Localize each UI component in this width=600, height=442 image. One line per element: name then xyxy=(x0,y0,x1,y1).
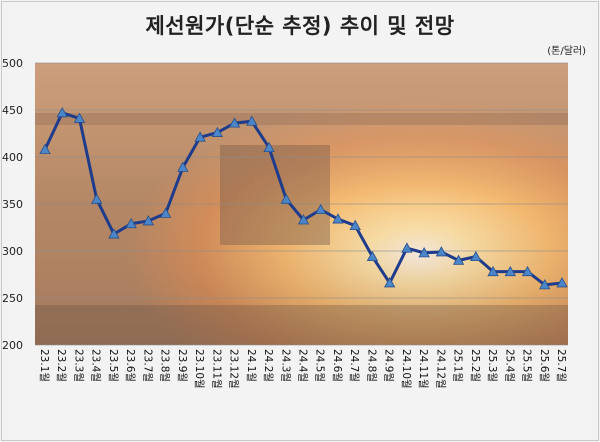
x-tick-label: 25.7월 xyxy=(555,349,567,382)
x-tick-label: 23.3월 xyxy=(72,349,84,382)
x-tick-label: 24.11월 xyxy=(417,349,429,389)
photo-beam xyxy=(35,113,568,125)
data-point-marker xyxy=(297,214,310,225)
x-tick-label: 23.1월 xyxy=(38,349,50,382)
data-point-marker xyxy=(366,250,379,262)
x-tick-label: 24.9월 xyxy=(383,349,395,382)
x-tick-label: 24.3월 xyxy=(279,349,291,382)
series-line xyxy=(39,106,568,290)
x-tick-label: 25.4월 xyxy=(503,349,515,382)
data-point-marker xyxy=(39,143,51,154)
y-tick-label: 400 xyxy=(2,151,23,164)
y-tick-label: 500 xyxy=(2,57,23,70)
data-point-marker xyxy=(452,254,465,265)
y-axis-ticks: 200 250 300 350 400 450 500 xyxy=(2,57,23,352)
x-tick-label: 23.4월 xyxy=(90,349,102,382)
data-point-marker xyxy=(470,250,482,262)
x-tick-label: 23.10월 xyxy=(193,349,205,389)
x-tick-label: 24.7월 xyxy=(348,349,360,382)
data-point-marker xyxy=(211,126,224,137)
x-tick-label: 24.4월 xyxy=(297,349,309,382)
data-point-marker xyxy=(263,141,275,153)
data-point-marker xyxy=(349,219,361,231)
y-tick-label: 250 xyxy=(2,292,23,305)
x-tick-label: 24.5월 xyxy=(314,349,326,382)
data-point-marker xyxy=(487,265,499,277)
data-point-marker xyxy=(125,217,137,229)
y-tick-label: 300 xyxy=(2,245,23,258)
data-point-marker xyxy=(142,215,155,226)
x-tick-label: 24.12월 xyxy=(434,349,446,389)
data-point-marker xyxy=(556,277,568,288)
data-point-marker xyxy=(539,279,551,290)
x-tick-label: 23.8월 xyxy=(159,349,171,382)
data-point-marker xyxy=(246,115,258,126)
y-tick-label: 450 xyxy=(2,104,23,117)
data-point-marker xyxy=(435,246,448,257)
x-tick-label: 24.10월 xyxy=(400,349,412,389)
data-point-marker xyxy=(159,207,172,218)
x-tick-label: 23.9월 xyxy=(176,349,188,382)
x-tick-label: 25.5월 xyxy=(521,349,533,382)
x-tick-label: 24.6월 xyxy=(331,349,343,382)
data-point-marker xyxy=(418,247,430,258)
x-tick-label: 23.6월 xyxy=(124,349,136,382)
y-tick-label: 350 xyxy=(2,198,23,211)
data-point-marker xyxy=(504,265,516,277)
x-tick-label: 24.8월 xyxy=(365,349,377,382)
x-tick-label: 25.1월 xyxy=(452,349,464,382)
chart-title: 제선원가(단순 추정) 추이 및 전망 xyxy=(145,14,455,38)
data-point-marker xyxy=(228,117,241,128)
data-point-marker xyxy=(56,106,68,118)
unit-label: (톤/달러) xyxy=(547,46,586,57)
data-point-marker xyxy=(73,112,86,123)
data-point-marker xyxy=(177,161,189,172)
x-tick-label: 23.5월 xyxy=(107,349,119,382)
x-axis-ticks: 23.1월 23.2월 23.3월 23.4월 23.5월 23.6월 23.7월 23.8월… xyxy=(38,349,567,389)
data-point-marker xyxy=(383,277,396,288)
data-point-marker xyxy=(332,213,344,224)
grid-lines xyxy=(35,62,568,346)
data-point-marker xyxy=(91,193,103,204)
photo-floor xyxy=(35,305,568,345)
data-point-marker xyxy=(194,131,206,142)
y-tick-label: 200 xyxy=(2,339,23,352)
x-tick-label: 25.2월 xyxy=(469,349,481,382)
x-tick-label: 23.11월 xyxy=(210,349,222,389)
data-point-marker xyxy=(521,265,534,277)
x-tick-label: 24.1월 xyxy=(245,349,257,382)
data-point-marker xyxy=(401,242,413,253)
x-tick-label: 23.12월 xyxy=(228,349,240,389)
x-tick-label: 23.2월 xyxy=(55,349,67,382)
x-tick-label: 24.2월 xyxy=(262,349,274,382)
data-point-marker xyxy=(108,228,120,239)
x-tick-label: 23.7월 xyxy=(141,349,153,382)
data-point-marker xyxy=(280,193,292,204)
data-point-marker xyxy=(315,203,327,215)
x-tick-label: 25.3월 xyxy=(486,349,498,382)
x-tick-label: 25.6월 xyxy=(538,349,550,382)
